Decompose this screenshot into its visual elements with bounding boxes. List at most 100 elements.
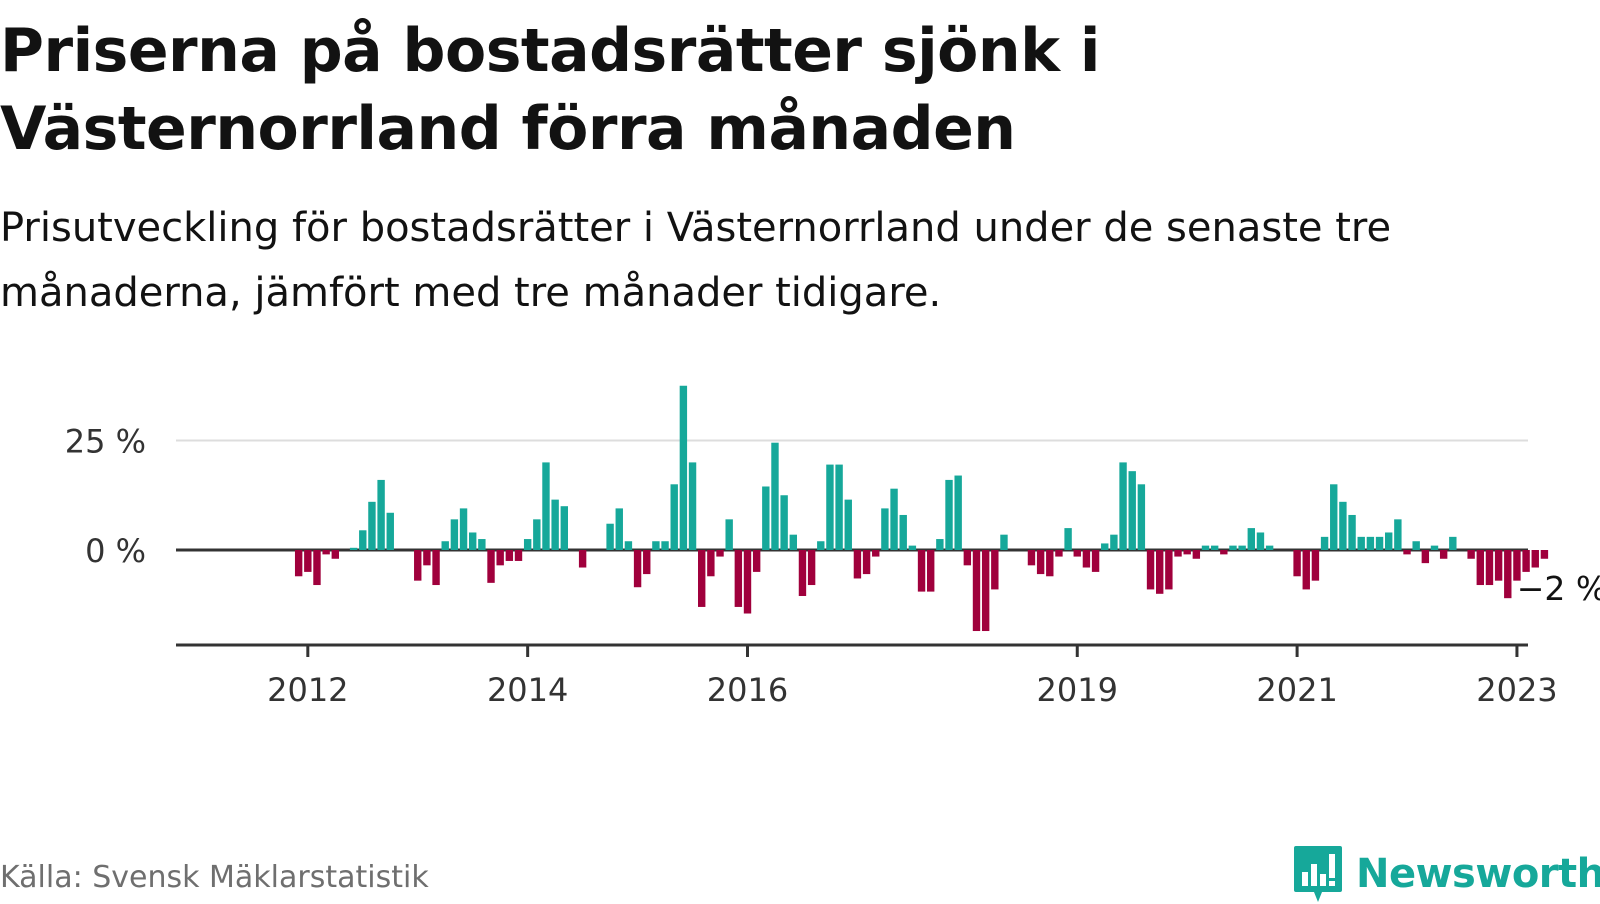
bar (643, 550, 651, 575)
bar (807, 550, 816, 586)
bar (972, 550, 981, 632)
bar (1476, 550, 1484, 586)
bar (1421, 550, 1430, 564)
bar (542, 462, 550, 550)
bar (670, 484, 678, 550)
bar (496, 550, 504, 566)
bar (1348, 514, 1356, 550)
bar (322, 550, 330, 555)
bar (1494, 550, 1503, 581)
bar (459, 508, 468, 550)
bar (304, 550, 312, 572)
page-subtitle: Prisutveckling för bostadsrätter i Väste… (0, 205, 1392, 316)
bar (826, 464, 834, 550)
bar (679, 385, 688, 550)
bar (1449, 536, 1457, 550)
bar (1128, 471, 1136, 550)
bar (725, 519, 733, 550)
bar (771, 442, 779, 550)
bar (1531, 550, 1539, 568)
brand-logo: Newsworthy (1292, 844, 1600, 904)
bar (1073, 550, 1081, 557)
axis-labels: 0 % 25 % 2012 2014 2016 2019 2021 2023 −2 % (65, 423, 1600, 710)
y-tick-label: 0 % (85, 532, 146, 570)
x-tick-label: 2023 (1476, 671, 1557, 709)
bar (917, 550, 926, 592)
brand-name: Newsworthy (1356, 851, 1600, 897)
bar (1046, 550, 1054, 577)
bar (817, 541, 825, 550)
bar (1522, 550, 1530, 572)
bar (789, 534, 797, 550)
bar (1540, 550, 1549, 559)
page-title: Priserna på bostadsrätter sjönk i Väster… (0, 16, 1100, 164)
bar (1146, 550, 1155, 590)
bar (1192, 550, 1201, 559)
bar (1110, 534, 1118, 550)
x-tick-label: 2019 (1037, 671, 1118, 709)
bar (981, 550, 990, 632)
y-tick-label: 25 % (65, 423, 146, 461)
bar (927, 550, 935, 592)
bar (1238, 545, 1246, 550)
bar (560, 506, 568, 550)
bar (294, 550, 303, 577)
bar (1156, 550, 1164, 594)
bar (1485, 550, 1494, 586)
bar (936, 539, 944, 550)
bar (1174, 550, 1182, 557)
bar (762, 486, 770, 550)
bar (386, 512, 394, 550)
x-tick-label: 2014 (487, 671, 568, 709)
bar (1256, 532, 1265, 550)
last-value-label: −2 % (1517, 569, 1600, 608)
bar (1036, 550, 1045, 575)
x-tick-label: 2021 (1256, 671, 1337, 709)
bar (1119, 462, 1127, 550)
bar (743, 550, 752, 614)
bar (652, 541, 660, 550)
bar (908, 545, 917, 550)
bar (862, 550, 871, 575)
bar (450, 519, 459, 550)
bar (1375, 536, 1384, 550)
bar (578, 550, 587, 568)
bar (1201, 545, 1210, 550)
bar (615, 508, 623, 550)
bar (469, 532, 477, 550)
bar (954, 475, 962, 550)
bar (1504, 550, 1512, 599)
bar (441, 541, 449, 550)
bar (423, 550, 431, 566)
bar (349, 547, 358, 550)
bar (505, 550, 514, 561)
bar (313, 550, 321, 586)
bar (359, 530, 367, 550)
bar (487, 550, 495, 583)
bar (707, 550, 715, 577)
bar (1229, 545, 1237, 550)
bar (1220, 550, 1228, 555)
bar (368, 501, 376, 550)
bar (835, 464, 843, 550)
bar (1000, 534, 1008, 550)
bar (734, 550, 743, 607)
source-note: Källa: Svensk Mäklarstatistik (0, 860, 429, 895)
bar (1412, 541, 1420, 550)
x-tick-label: 2012 (267, 671, 348, 709)
bar (688, 462, 697, 550)
bar (1320, 536, 1329, 550)
x-tick-label: 2016 (707, 671, 788, 709)
bar (991, 550, 999, 590)
bar (716, 550, 724, 557)
bar (331, 550, 339, 559)
bar (1339, 501, 1347, 550)
bar (1385, 532, 1393, 550)
bar (514, 550, 523, 561)
bar (881, 508, 889, 550)
bar (523, 539, 532, 550)
bar-chart: 0 % 25 % 2012 2014 2016 2019 2021 2023 −2 % (65, 385, 1600, 710)
bar (1357, 536, 1365, 550)
bar (1247, 528, 1255, 550)
newsworthy-chart-bubble-icon (1294, 846, 1342, 902)
